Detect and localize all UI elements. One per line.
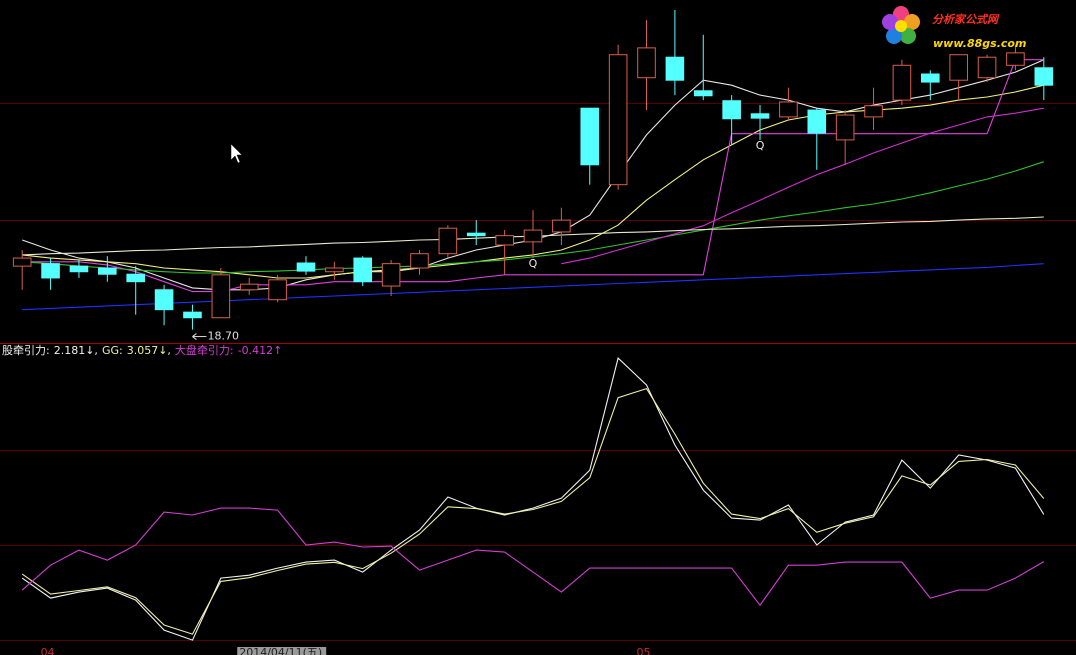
mouse-cursor xyxy=(230,143,243,164)
candle-body xyxy=(353,257,373,283)
candle-body xyxy=(381,263,401,287)
candle-body xyxy=(977,56,997,79)
candle-body xyxy=(807,109,827,134)
low-label: 18.70 xyxy=(207,330,239,343)
candle-body xyxy=(921,73,940,83)
legend-name: 大盘牵引力: xyxy=(175,343,234,357)
candle-body xyxy=(296,262,316,272)
candle-body xyxy=(637,47,656,79)
candle-body xyxy=(438,227,458,255)
logo-flower xyxy=(882,6,920,44)
candle-body xyxy=(325,267,344,273)
indicator-line xyxy=(21,357,1045,641)
candle-body xyxy=(523,229,543,243)
candle-body xyxy=(126,273,145,283)
legend-value: -0.412↑ xyxy=(238,344,283,357)
low-arrow-head xyxy=(192,333,197,340)
candle-body xyxy=(69,265,89,273)
candle-body xyxy=(608,54,628,186)
legend-value: 2.181↓, xyxy=(54,344,98,357)
candle-body xyxy=(665,56,685,81)
candle-body xyxy=(552,219,571,233)
candle-body xyxy=(211,274,231,319)
logo-url: www.88gs.com xyxy=(933,37,1026,50)
legend-value: 3.057↓, xyxy=(127,344,171,357)
signal-label: Q xyxy=(529,257,538,270)
legend-name: GG: xyxy=(102,344,123,357)
logo: 分析家公式网 www.88gs.com xyxy=(882,6,1026,50)
candle-body xyxy=(864,105,883,118)
candle-body xyxy=(154,289,174,311)
candle-body xyxy=(98,267,117,275)
candle-body xyxy=(722,100,741,120)
candle-body xyxy=(779,101,798,118)
indicator-line xyxy=(22,59,1044,293)
legend-name: 股牵引力: xyxy=(2,343,50,357)
candle-body xyxy=(466,232,486,237)
date-box xyxy=(237,647,327,655)
indicator-line xyxy=(22,263,1044,311)
indicator-line xyxy=(21,387,1045,635)
candle-body xyxy=(495,235,514,246)
candle-body xyxy=(1034,67,1054,86)
x-tick-label: 04 xyxy=(41,646,55,655)
panel-rules xyxy=(0,103,1076,641)
candle-body xyxy=(580,107,600,166)
signal-label: Q xyxy=(756,139,765,152)
candle-body xyxy=(183,311,202,319)
candle-body xyxy=(892,64,912,101)
x-tick-label: 05 xyxy=(637,646,651,655)
logo-title: 分析家公式网 xyxy=(932,13,1000,26)
plot: Q Q 18.70 04 2014/04/11(五) 05 股牵引力: 2.181↓, GG: 3… xyxy=(2,9,1054,655)
candle-body xyxy=(693,90,713,97)
candle-body xyxy=(268,279,287,301)
x-tick-label: 2014/04/11(五) xyxy=(239,646,322,655)
indicator-line xyxy=(561,107,1044,265)
candle-body xyxy=(1006,52,1025,66)
candle-body xyxy=(750,113,770,119)
candle-body xyxy=(410,253,429,269)
candle-body xyxy=(41,263,60,279)
candle-body xyxy=(835,114,855,141)
candle-body xyxy=(12,257,32,267)
candle-body xyxy=(949,54,968,81)
candle-body xyxy=(239,283,259,291)
indicator-line xyxy=(21,507,1045,607)
